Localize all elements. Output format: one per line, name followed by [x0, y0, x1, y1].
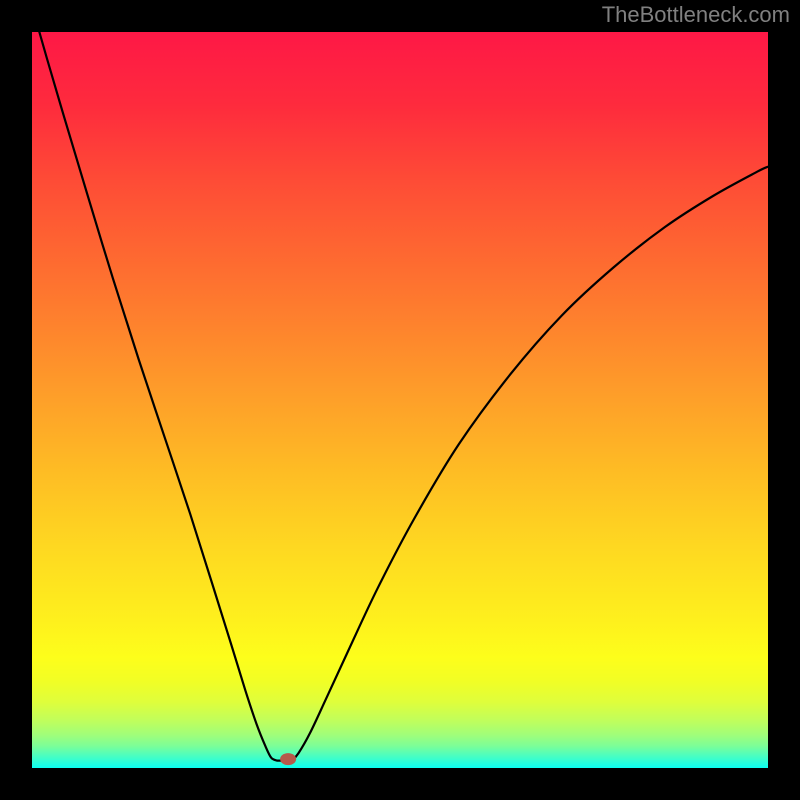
- optimal-point-marker: [280, 753, 296, 765]
- chart-container: TheBottleneck.com: [0, 0, 800, 800]
- bottleneck-chart: [0, 0, 800, 800]
- plot-area-background: [32, 32, 768, 768]
- watermark-text: TheBottleneck.com: [602, 2, 790, 28]
